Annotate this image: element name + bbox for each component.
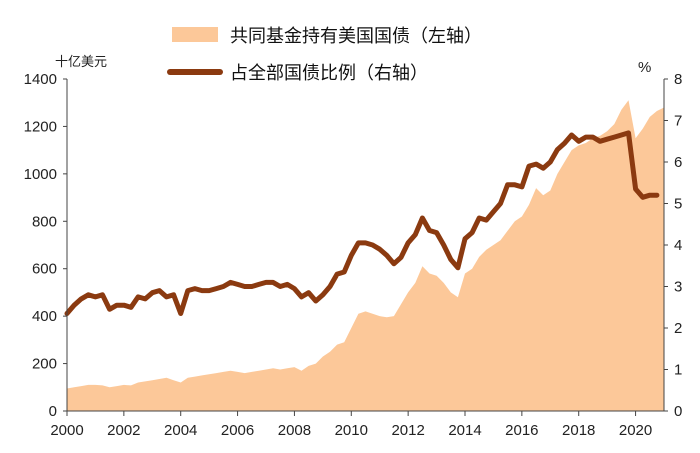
x-tick-label: 2000 <box>50 422 83 439</box>
right-tick-label: 3 <box>674 279 682 296</box>
left-tick-label: 1400 <box>24 71 57 88</box>
legend-label-area: 共同基金持有美国国债（左轴） <box>230 26 482 47</box>
right-axis-ticks: 0 1 2 3 4 5 6 7 8 <box>664 71 682 420</box>
x-tick-label: 2016 <box>505 422 538 439</box>
series-area-holdings <box>67 100 664 412</box>
x-tick-label: 2018 <box>562 422 595 439</box>
right-tick-label: 1 <box>674 362 682 379</box>
right-tick-label: 7 <box>674 113 682 130</box>
left-axis-ticks: 0 200 400 600 800 1000 1200 1400 <box>24 71 67 420</box>
left-tick-label: 600 <box>32 261 57 278</box>
right-axis-unit: % <box>638 59 651 76</box>
left-tick-label: 200 <box>32 356 57 373</box>
left-axis-unit: 十亿美元 <box>55 55 107 70</box>
right-tick-label: 5 <box>674 196 682 213</box>
x-tick-label: 2014 <box>448 422 481 439</box>
left-tick-label: 800 <box>32 213 57 230</box>
right-tick-label: 4 <box>674 237 682 254</box>
x-tick-label: 2012 <box>391 422 424 439</box>
left-tick-label: 400 <box>32 308 57 325</box>
right-tick-label: 8 <box>674 71 682 88</box>
right-tick-label: 6 <box>674 154 682 171</box>
legend-swatch-area <box>172 27 218 42</box>
x-axis-ticks: 2000 2002 2004 2006 2008 2010 2012 2014 2016 2018… <box>50 411 652 439</box>
x-tick-label: 2010 <box>335 422 368 439</box>
left-tick-label: 1000 <box>24 166 57 183</box>
legend: 共同基金持有美国国债（左轴） 占全部国债比例（右轴） <box>167 26 482 84</box>
series-line-share <box>64 130 660 316</box>
x-tick-label: 2002 <box>107 422 140 439</box>
right-tick-label: 2 <box>674 320 682 337</box>
x-tick-label: 2004 <box>164 422 197 439</box>
left-tick-label: 0 <box>49 403 57 420</box>
x-tick-label: 2008 <box>278 422 311 439</box>
x-tick-label: 2006 <box>221 422 254 439</box>
legend-label-line: 占全部国债比例（右轴） <box>230 63 428 84</box>
x-tick-label: 2020 <box>619 422 652 439</box>
right-tick-label: 0 <box>674 403 682 420</box>
left-tick-label: 1200 <box>24 118 57 135</box>
